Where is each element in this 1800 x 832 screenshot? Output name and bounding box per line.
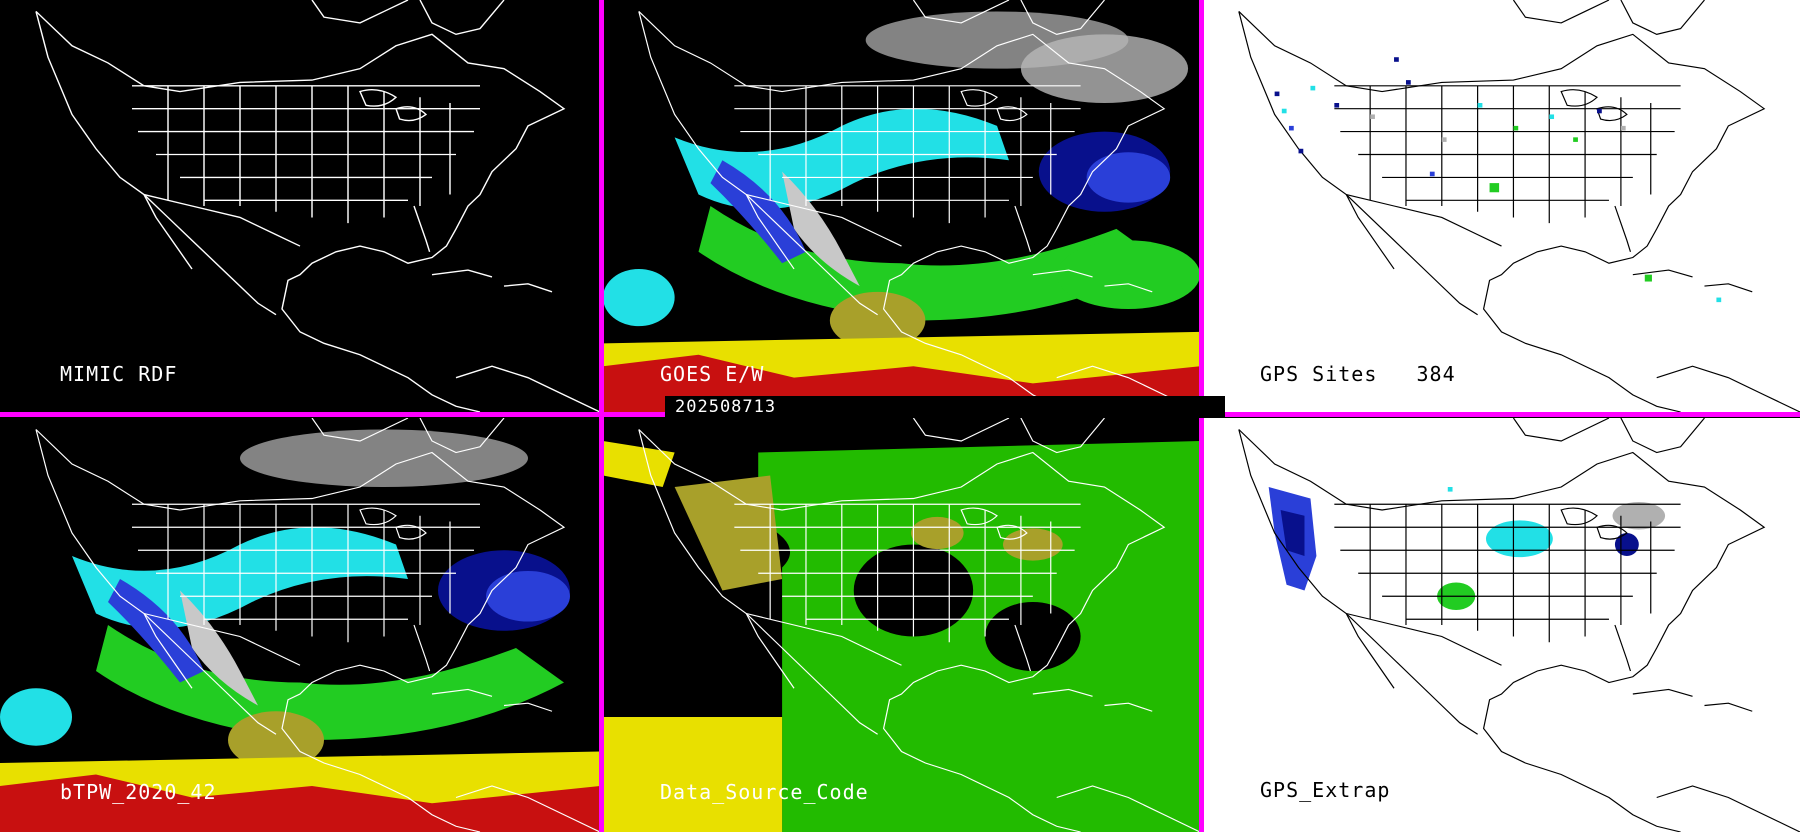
map-goes-ew [603,0,1200,412]
map-data-source [603,418,1200,832]
panel-gps-sites: GPS Sites 384 [1203,0,1800,412]
map-mimic-rdf [35,0,600,412]
source-field [603,441,1200,832]
panel-btpw: bTPW_2020_42 [0,418,600,832]
map-gps-sites [1238,0,1800,412]
timestamp-bar: 202508713 [665,396,1225,418]
panel-label: GOES E/W [660,362,765,386]
panel-label: GPS_Extrap [1260,778,1391,802]
panel-label: GPS Sites 384 [1260,362,1456,386]
panel-mimic-rdf: MIMIC RDF [0,0,600,412]
gps-site-markers [1274,57,1722,303]
vertical-divider-left [599,0,604,832]
tpw-field [0,429,600,832]
map-gps-extrap [1238,418,1800,832]
panel-gps-extrap: GPS_Extrap [1203,418,1800,832]
tpw-field [603,11,1200,412]
panel-goes-ew: GOES E/W [603,0,1200,412]
panel-label: bTPW_2020_42 [60,780,217,804]
panel-label: Data_Source_Code [660,780,869,804]
map-btpw [0,418,600,832]
timestamp-label: 202508713 [675,397,777,417]
panel-label: MIMIC RDF [60,362,178,386]
extrap-field [1268,487,1666,611]
panel-data-source: Data_Source_Code [603,418,1200,832]
